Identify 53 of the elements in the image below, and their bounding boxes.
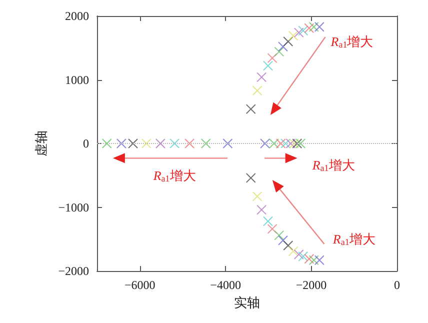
- x-tick-label: −2000: [296, 278, 327, 292]
- point: [296, 138, 306, 148]
- point: [267, 53, 278, 64]
- point: [263, 60, 273, 71]
- point: [298, 26, 308, 36]
- point: [170, 138, 180, 148]
- y-tick-label: 2000: [65, 9, 89, 23]
- point: [314, 255, 324, 266]
- y-tick-label: 0: [83, 136, 89, 150]
- point: [289, 138, 300, 148]
- point: [155, 138, 166, 148]
- point: [294, 249, 304, 260]
- point: [280, 138, 291, 148]
- y-tick-label: −2000: [58, 264, 89, 278]
- point: [288, 30, 298, 41]
- point: [283, 36, 294, 46]
- point: [116, 138, 126, 148]
- point: [269, 138, 279, 148]
- point: [256, 72, 267, 82]
- point: [222, 138, 233, 148]
- point: [200, 138, 211, 148]
- y-tick-label: −1000: [58, 200, 89, 214]
- point: [246, 172, 256, 183]
- point: [274, 46, 284, 57]
- point: [141, 138, 152, 148]
- point: [256, 204, 267, 215]
- point: [308, 255, 319, 266]
- point: [252, 86, 262, 96]
- point: [283, 240, 294, 250]
- y-axis-title: 虚轴: [33, 130, 48, 156]
- x-axis-title: 实轴: [234, 294, 260, 310]
- point: [274, 230, 284, 240]
- point: [252, 191, 262, 202]
- point: [308, 22, 319, 32]
- point: [267, 224, 278, 234]
- point: [292, 138, 302, 148]
- x-tick-label: −6000: [124, 278, 156, 292]
- y-tick-label: 1000: [65, 72, 89, 87]
- point: [314, 22, 324, 32]
- point: [294, 28, 304, 38]
- point: [246, 104, 256, 114]
- point: [128, 138, 138, 148]
- x-tick-label: 0: [394, 278, 400, 292]
- point: [260, 138, 270, 148]
- x-tick-label: −4000: [210, 278, 241, 292]
- point: [304, 23, 314, 34]
- point: [263, 216, 273, 226]
- point: [304, 254, 314, 264]
- point: [276, 138, 286, 148]
- point: [298, 251, 308, 262]
- point: [288, 246, 298, 256]
- point: [184, 138, 195, 148]
- point: [102, 138, 112, 148]
